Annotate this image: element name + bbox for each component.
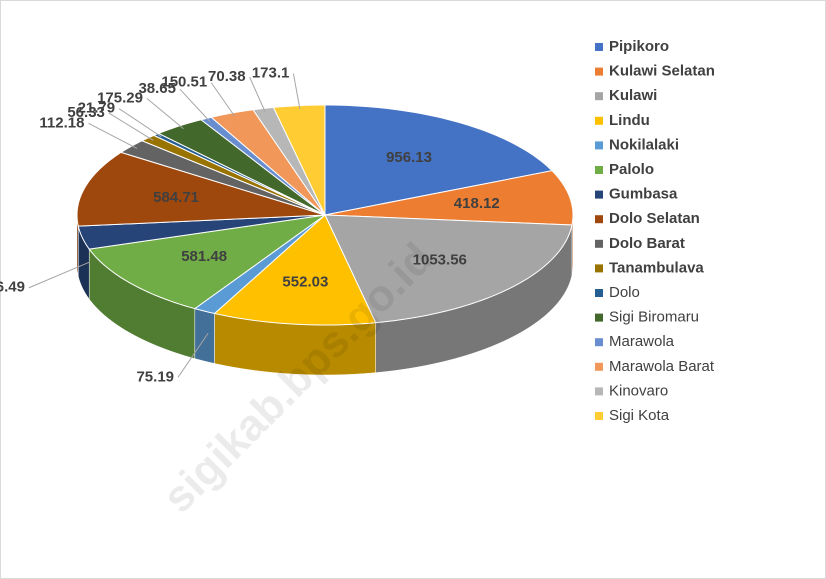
pie-slice [157, 119, 326, 216]
legend-swatch [595, 338, 603, 347]
legend-swatch [595, 215, 603, 224]
leader-line [28, 261, 90, 289]
legend-label: Kinovaro [609, 382, 668, 399]
slice-side [194, 308, 215, 364]
leader-line [179, 88, 211, 122]
data-label: 21.79 [78, 100, 116, 117]
data-label: 552.03 [282, 274, 328, 291]
data-label: 173.1 [252, 65, 290, 82]
leader-line [292, 73, 301, 109]
legend-label: Pipikoro [609, 38, 669, 55]
data-label: 112.18 [39, 114, 84, 131]
legend-label: Kulawi Selatan [609, 63, 715, 80]
pie-slice [324, 170, 574, 226]
legend-label: Lindu [609, 112, 650, 129]
legend-swatch [595, 92, 603, 101]
legend-swatch [595, 289, 603, 297]
legend-label: Gumbasa [609, 186, 678, 203]
pie-slice [213, 214, 377, 326]
leader-line [210, 82, 235, 117]
data-label: 581.48 [181, 248, 227, 265]
legend-swatch [595, 166, 603, 174]
legend-swatch [595, 141, 603, 150]
data-label: 1053.56 [413, 251, 467, 268]
leader-line [108, 112, 154, 141]
leader-line [249, 76, 266, 112]
data-label: 75.19 [136, 368, 174, 385]
legend-swatch [595, 412, 603, 420]
pie-slice [210, 109, 326, 216]
leader-line [146, 98, 184, 130]
legend-label: Palolo [609, 161, 654, 178]
data-label: 956.13 [386, 149, 432, 166]
data-label: 70.38 [208, 68, 246, 85]
legend-swatch [595, 116, 603, 125]
legend-swatch [595, 67, 603, 76]
legend-label: Dolo [609, 284, 640, 301]
legend-label: Sigi Biromaru [609, 309, 699, 326]
data-label: 150.51 [161, 74, 207, 91]
legend-label: Marawola [609, 333, 675, 350]
data-label: 175.29 [97, 89, 143, 106]
data-label: 584.71 [153, 189, 199, 206]
legend-swatch [595, 362, 603, 371]
legend-label: Kulawi [609, 87, 657, 104]
pie-slice [324, 104, 554, 216]
pie-slice [76, 151, 326, 227]
legend-label: Marawola Barat [609, 358, 715, 375]
data-label: 56.33 [67, 104, 105, 121]
legend-label: Sigi Kota [609, 407, 670, 424]
legend-label: Nokilalaki [609, 136, 679, 153]
data-label: 176.49 [0, 279, 25, 296]
pie-slice [88, 214, 326, 310]
pie-slice [324, 214, 573, 324]
leader-line [118, 108, 162, 138]
leader-line [177, 332, 209, 378]
legend-swatch [595, 239, 603, 248]
legend-swatch [595, 313, 603, 322]
legend-label: Tanambulava [609, 259, 704, 276]
leader-line [88, 122, 138, 149]
legend-swatch [595, 190, 603, 199]
legend-label: Dolo Barat [609, 235, 685, 252]
legend-label: Dolo Selatan [609, 210, 700, 227]
data-label: 418.12 [454, 195, 500, 212]
data-label: 38.65 [138, 80, 176, 97]
pie-slice [119, 140, 326, 216]
legend-swatch [595, 387, 603, 396]
legend-swatch [595, 43, 603, 51]
legend-swatch [595, 264, 603, 273]
